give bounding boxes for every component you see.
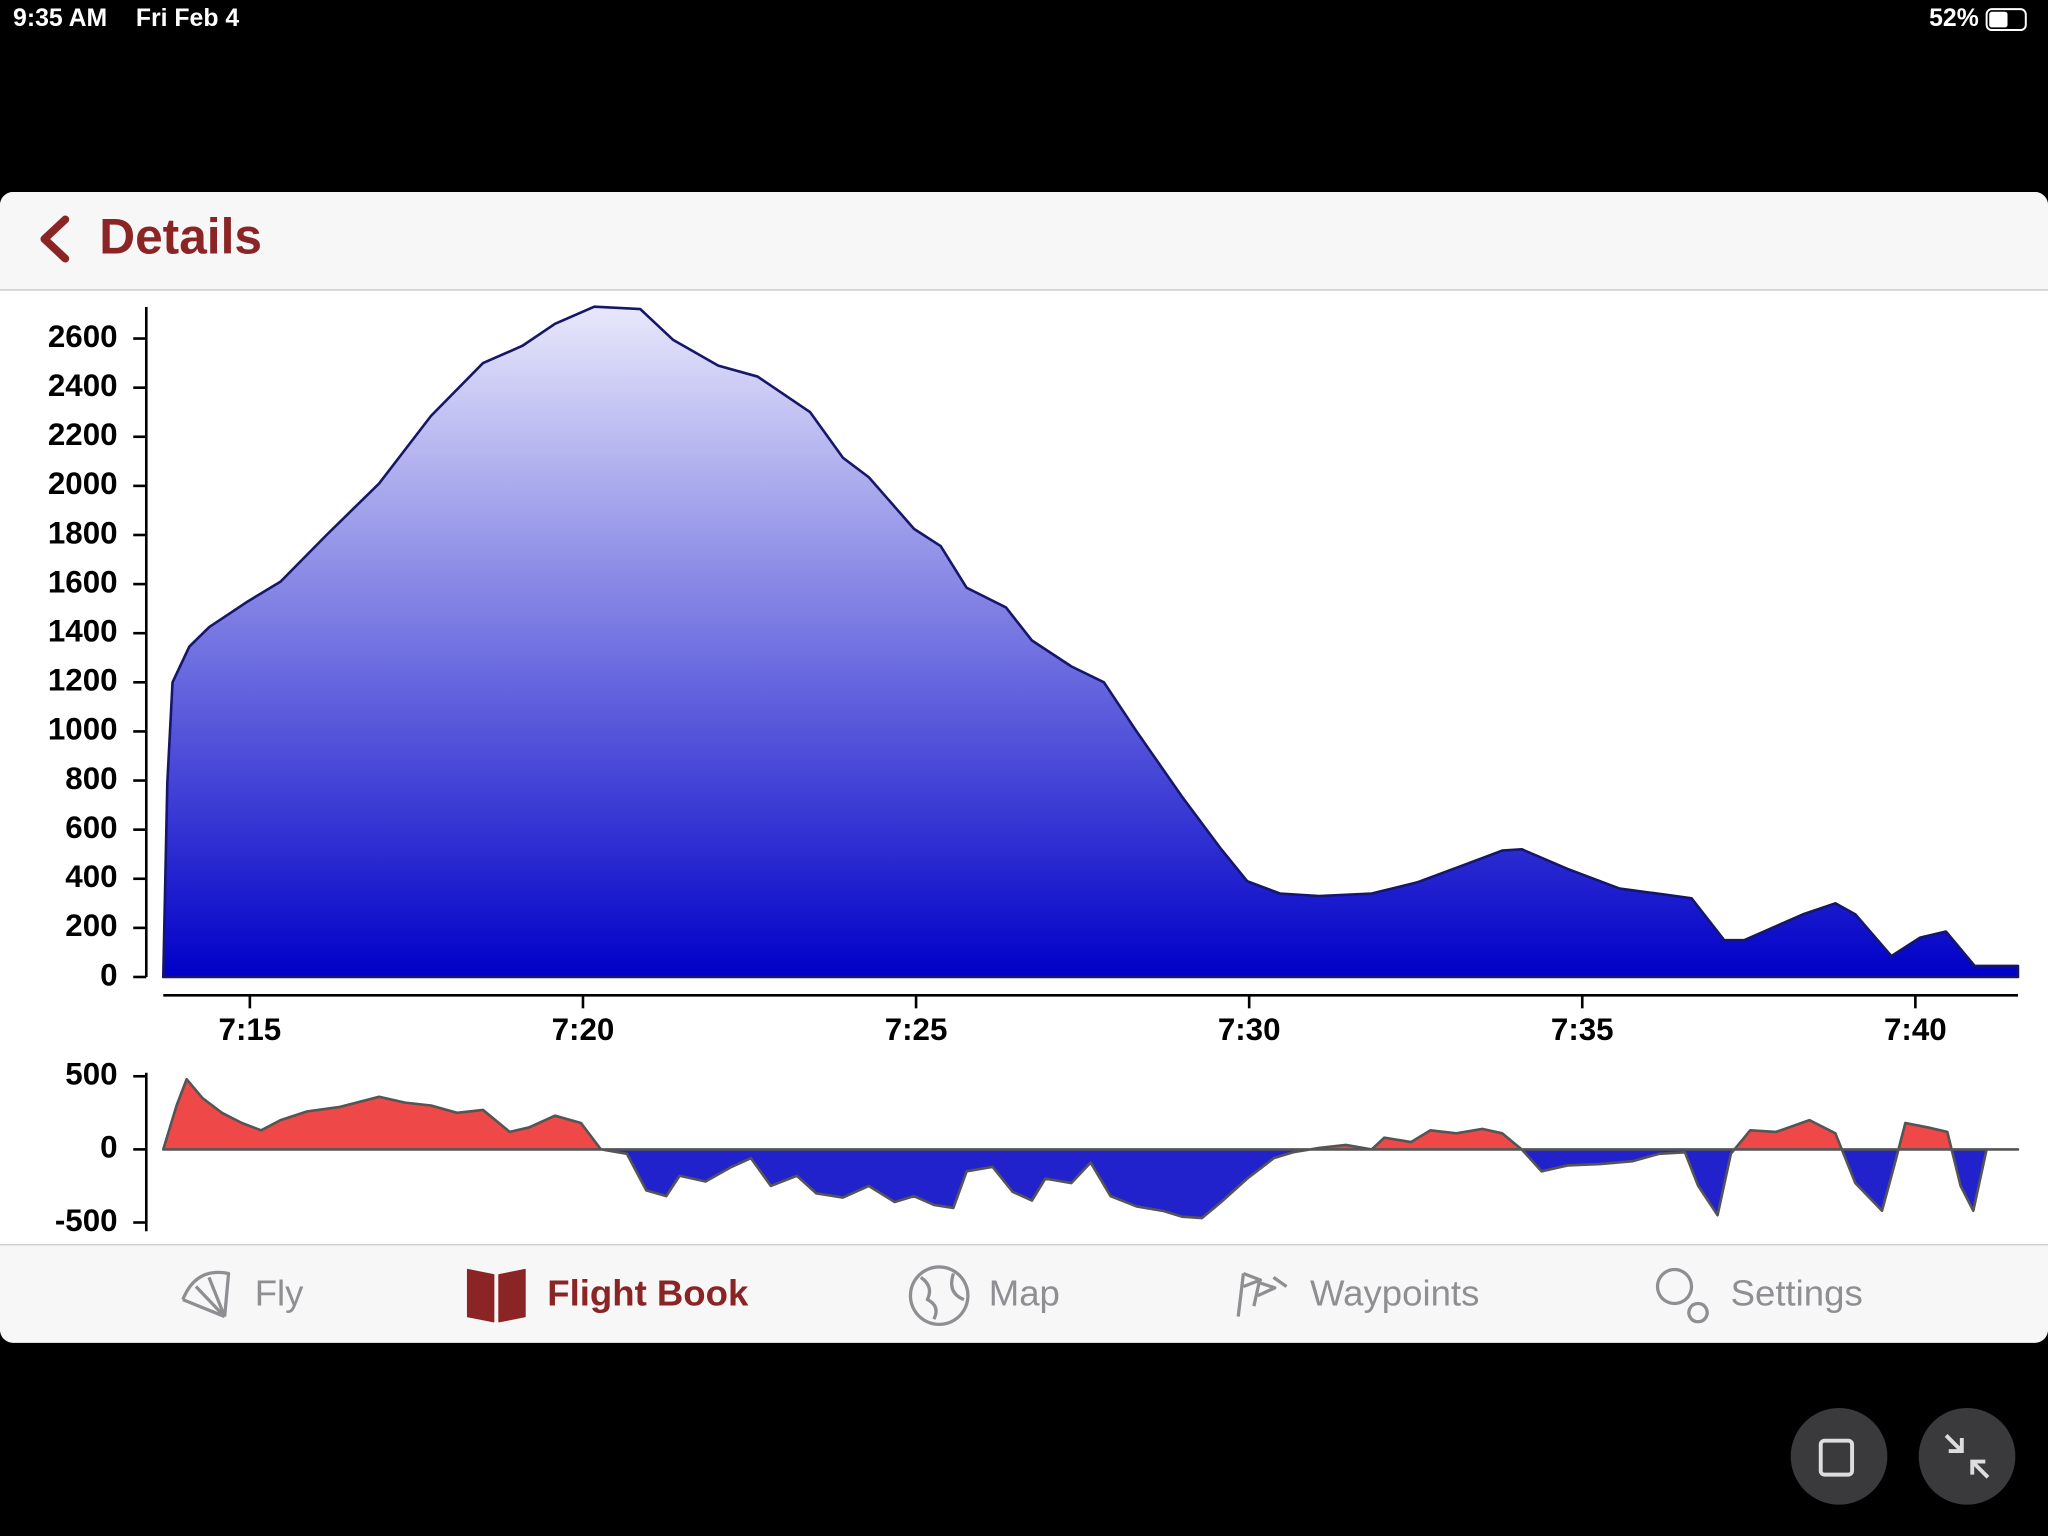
y-tick-label: 2200	[48, 417, 118, 452]
status-date: Fri Feb 4	[136, 5, 240, 32]
x-tick-label: 7:15	[219, 1012, 282, 1047]
y-tick-label: 1400	[48, 613, 118, 648]
charts: 0 200 400 600 800 1000 1200 1400 1600 1800 2000 220…	[48, 305, 2020, 1238]
y-tick-label: 1000	[48, 712, 118, 747]
battery-level	[1989, 11, 2008, 28]
rotate-button[interactable]	[1790, 1408, 1888, 1505]
y-tick-label: 200	[65, 908, 117, 943]
tabs: Fly Flight Book Map Waypoints Settings	[181, 1265, 1863, 1326]
y-tick-label: 1600	[48, 564, 118, 599]
tab-label[interactable]: Waypoints	[1310, 1272, 1479, 1313]
x-tick-label: 7:25	[885, 1012, 948, 1047]
y-tick-label: 1200	[48, 663, 118, 698]
y-tick-label: 2400	[48, 368, 118, 403]
battery-icon	[1985, 8, 2027, 32]
back-chevron[interactable]	[40, 215, 70, 263]
tab-label[interactable]: Settings	[1731, 1272, 1863, 1313]
y-tick-label: 1800	[48, 515, 118, 550]
y-tick-label: -500	[55, 1203, 118, 1238]
rotate-icon	[1818, 1438, 1855, 1477]
shrink-button[interactable]	[1918, 1408, 2016, 1505]
x-tick-label: 7:40	[1884, 1012, 1947, 1047]
y-tick-label: 2000	[48, 466, 118, 501]
area	[161, 1077, 2020, 1220]
area	[161, 305, 2020, 979]
tab-icon[interactable]	[181, 1270, 231, 1319]
y-tick-label: 500	[65, 1057, 117, 1092]
tab-label[interactable]: Map	[989, 1272, 1060, 1313]
y-tick-label: 400	[65, 859, 117, 894]
tab-icon[interactable]	[1655, 1267, 1709, 1324]
x-tick-label: 7:30	[1218, 1012, 1281, 1047]
tab-icon[interactable]	[466, 1268, 526, 1323]
tab-icon[interactable]	[908, 1265, 970, 1326]
tab-label[interactable]: Fly	[255, 1272, 304, 1313]
nav-bar	[0, 192, 2048, 290]
tab-icon[interactable]	[1236, 1271, 1288, 1317]
y-tick-label: 2600	[48, 319, 118, 354]
tab-label[interactable]: Flight Book	[547, 1272, 749, 1313]
status-time: 9:35 AM	[13, 5, 107, 32]
shrink-icon	[1944, 1434, 1990, 1479]
back-button[interactable]: Details	[99, 208, 262, 264]
x-tick-label: 7:20	[552, 1012, 615, 1047]
battery-percent: 52%	[1929, 5, 1979, 32]
y-tick-label: 0	[100, 1130, 117, 1165]
x-tick-label: 7:35	[1551, 1012, 1614, 1047]
y-tick-label: 0	[100, 957, 117, 992]
y-tick-label: 800	[65, 761, 117, 796]
y-tick-label: 600	[65, 810, 117, 845]
